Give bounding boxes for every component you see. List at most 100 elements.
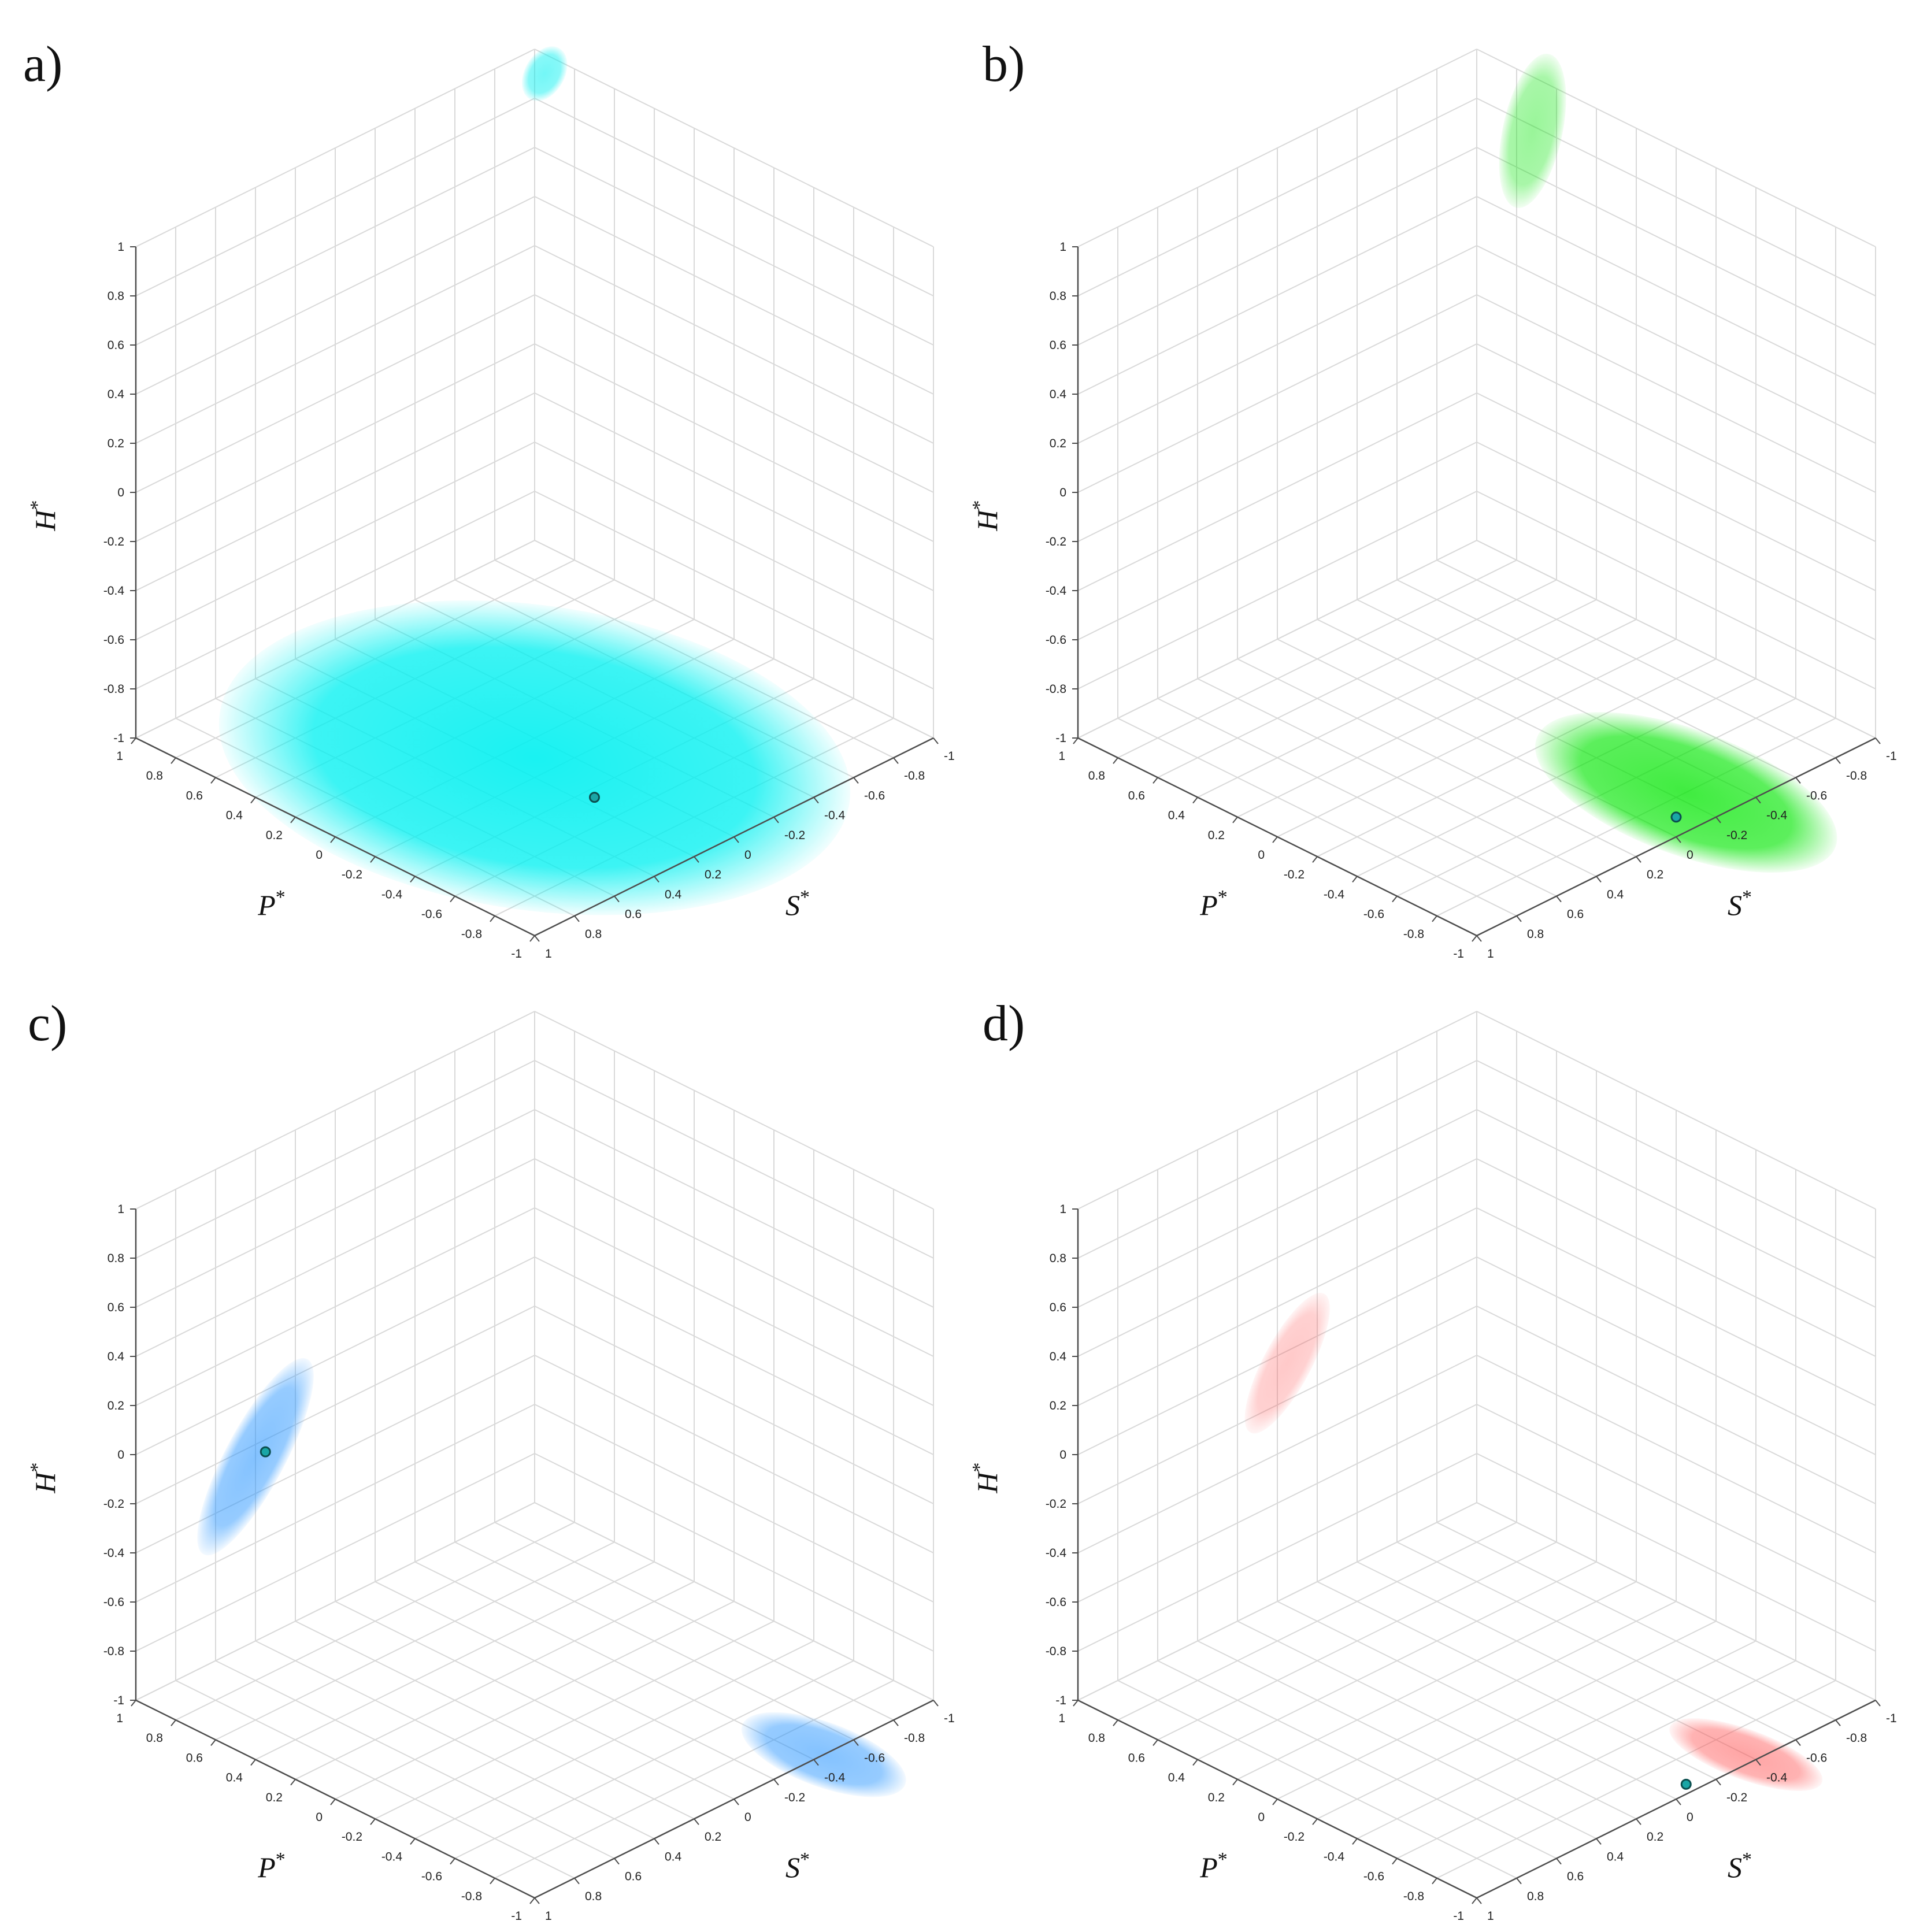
p-tick (1073, 737, 1079, 744)
h-tick-label: -0.2 (1046, 535, 1066, 548)
p-tick (450, 895, 455, 903)
s-tick-label: 1 (1487, 947, 1494, 961)
projection-cloud-back (1499, 53, 1566, 208)
p-axis-label: P* (257, 1849, 286, 1883)
gridline-wall (1077, 1011, 1477, 1210)
h-tick-label: 0.4 (1050, 388, 1067, 401)
s-tick-label: -1 (1886, 1712, 1897, 1725)
p-tick-label: -1 (511, 947, 522, 961)
s-tick (853, 1739, 859, 1746)
gridline-wall (135, 49, 535, 247)
h-tick-label: 0.6 (108, 339, 124, 352)
s-tick (574, 1878, 580, 1885)
p-tick (171, 757, 176, 764)
p-tick (210, 777, 216, 784)
gridline-floor (1117, 1522, 1517, 1721)
h-tick-label: 0.8 (1050, 290, 1066, 303)
p-tick (1392, 1857, 1398, 1865)
h-tick-label: 0 (1059, 486, 1066, 499)
s-tick-label: 0.8 (585, 928, 602, 941)
h-axis-label-sup: * (969, 1462, 990, 1472)
gridline-floor (1237, 1581, 1637, 1780)
h-axis-label-sup: * (27, 1462, 48, 1472)
projection-cloud-floor (1669, 1718, 1823, 1792)
gridline-floor (295, 1581, 695, 1780)
panel-b: -1 -1 -1 -0.8 -0.8 -0.8 -0.6 -0.6 -0.6 -0.4 -0.4 -0… (969, 36, 1897, 961)
gridline-wall (135, 294, 535, 493)
s-tick (534, 935, 540, 942)
s-tick-label: -0.2 (1726, 1791, 1747, 1804)
s-tick-label: 0.6 (1567, 908, 1584, 921)
p-tick-label: -0.6 (1363, 908, 1384, 921)
p-tick (210, 1739, 216, 1746)
gridline-wall (135, 245, 535, 444)
gridline-wall (1077, 147, 1477, 346)
h-axis-label: H* (27, 1462, 61, 1493)
s-tick-label: -0.2 (784, 829, 805, 842)
gridline-wall (1476, 196, 1876, 395)
s-tick (1795, 777, 1801, 784)
projection-cloud-left (197, 1358, 314, 1556)
s-axis-label: S* (1728, 1849, 1752, 1883)
p-tick-label: 0.2 (1208, 829, 1225, 842)
panel-label: c) (28, 996, 67, 1052)
p-tick (1432, 915, 1437, 922)
s-tick (654, 876, 659, 883)
gridline-wall (1077, 1207, 1477, 1406)
gridline-floor (295, 1620, 695, 1820)
p-axis-label-sup: * (276, 887, 286, 908)
gridline-floor (335, 1601, 735, 1800)
data-point-marker (1670, 811, 1682, 823)
p-tick-label: 0.6 (186, 789, 203, 802)
gridline-wall (534, 1060, 934, 1259)
gridline-wall (1476, 245, 1876, 444)
s-axis-label: S* (785, 1849, 810, 1883)
gridline-wall (135, 1207, 535, 1406)
s-tick-label: 0.4 (665, 1850, 682, 1863)
p-axis-label: P* (257, 887, 286, 921)
p-tick (330, 1798, 336, 1805)
p-tick (1073, 1700, 1079, 1707)
gridline-wall (1476, 1158, 1876, 1357)
gridline-wall (534, 1207, 934, 1406)
s-axis-label-sup: * (1742, 1849, 1752, 1870)
panel-c: -1 -1 -1 -0.8 -0.8 -0.8 -0.6 -0.6 -0.6 -0.4 -0.4 -0… (27, 996, 955, 1923)
s-tick-label: -0.4 (824, 809, 846, 822)
axes: -1 -1 -1 -0.8 -0.8 -0.8 -0.6 -0.6 -0.6 -0.4 -0.4 -0… (1046, 1203, 1897, 1923)
grid (135, 1011, 934, 1898)
s-tick (1676, 836, 1681, 843)
gridline-floor (1277, 639, 1677, 837)
p-axis-label-sup: * (1218, 887, 1228, 908)
h-tick-label: 0.2 (108, 437, 124, 450)
gridline-wall (1077, 196, 1477, 395)
s-tick-label: -0.8 (904, 1731, 925, 1745)
p-tick-label: -0.2 (1284, 868, 1305, 881)
gridline-wall (534, 49, 934, 247)
h-tick-label: 0.8 (108, 290, 124, 303)
s-tick-label: 0.2 (1647, 868, 1663, 881)
s-tick-label: 0.8 (585, 1890, 602, 1903)
p-tick-label: 0 (1258, 848, 1265, 862)
gridline-wall (1077, 245, 1477, 444)
gridline-floor (1117, 559, 1517, 759)
gridline-wall (1077, 98, 1477, 296)
p-axis-label-sup: * (1218, 1849, 1228, 1870)
s-tick (1556, 895, 1562, 903)
s-tick-label: 1 (545, 1909, 552, 1923)
s-tick (1596, 876, 1602, 883)
gridline-wall (534, 245, 934, 444)
s-tick (534, 1897, 540, 1904)
h-tick-label: 0.6 (1050, 339, 1066, 352)
gridline-wall (1476, 1256, 1876, 1455)
p-tick-label: -0.2 (342, 868, 362, 881)
p-tick-label: 1 (116, 1712, 123, 1725)
gridline-wall (1476, 1060, 1876, 1259)
s-tick (1795, 1739, 1801, 1746)
p-tick-label: 0.4 (226, 809, 243, 822)
gridline-wall (135, 1060, 535, 1259)
gridline-wall (1476, 1109, 1876, 1308)
gridline-floor (1117, 717, 1517, 917)
p-tick (131, 1700, 136, 1707)
s-tick-label: 0.2 (705, 868, 721, 881)
gridline-wall (534, 1011, 934, 1210)
